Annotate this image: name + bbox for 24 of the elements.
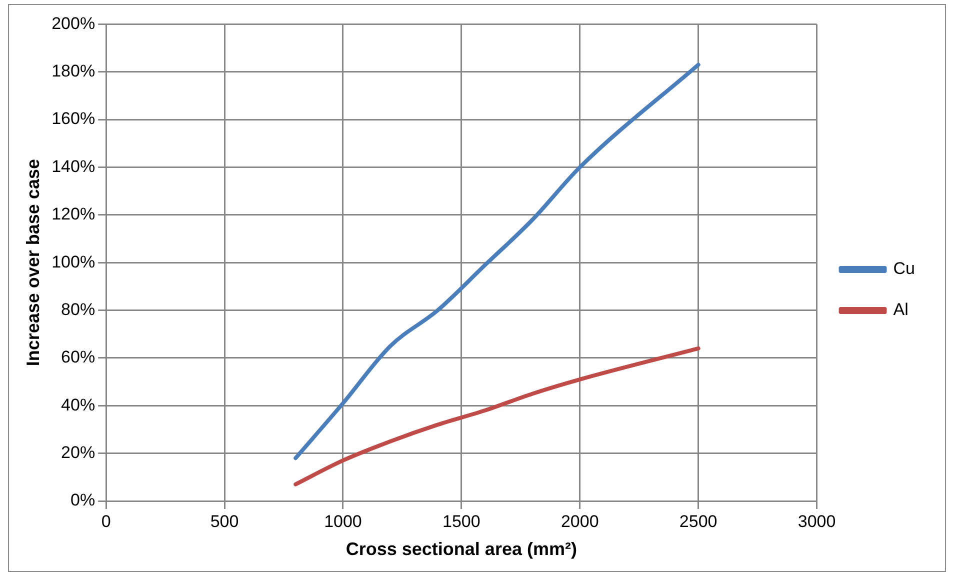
y-tick-label: 140%	[52, 156, 96, 176]
x-tick-label: 1000	[324, 512, 362, 531]
x-tick-label: 500	[210, 512, 239, 531]
legend-label: Cu	[893, 259, 916, 278]
y-tick-label: 200%	[52, 14, 96, 33]
x-tick-label: 1500	[442, 512, 480, 531]
y-tick-label: 80%	[61, 300, 96, 319]
legend-label: Al	[893, 300, 908, 320]
y-tick-label: 20%	[61, 443, 96, 462]
y-tick-label: 60%	[61, 348, 96, 367]
x-axis-title: Cross sectional area (mm²)	[346, 539, 577, 560]
y-tick-label: 40%	[61, 395, 96, 414]
line-series	[294, 346, 700, 486]
line-series	[294, 62, 700, 460]
y-tick-label: 180%	[52, 62, 96, 81]
y-tick-label: 120%	[52, 204, 96, 224]
y-tick-label: 160%	[52, 109, 96, 128]
y-tick-label: 100%	[52, 252, 96, 272]
x-tick-label: 0	[101, 512, 111, 531]
x-tick-label: 3000	[798, 512, 836, 531]
x-tick-label: 2500	[679, 512, 718, 531]
x-tick-label: 2000	[560, 512, 599, 531]
y-tick-label: 0%	[70, 490, 96, 510]
y-axis-title: Increase over base case	[22, 159, 43, 366]
